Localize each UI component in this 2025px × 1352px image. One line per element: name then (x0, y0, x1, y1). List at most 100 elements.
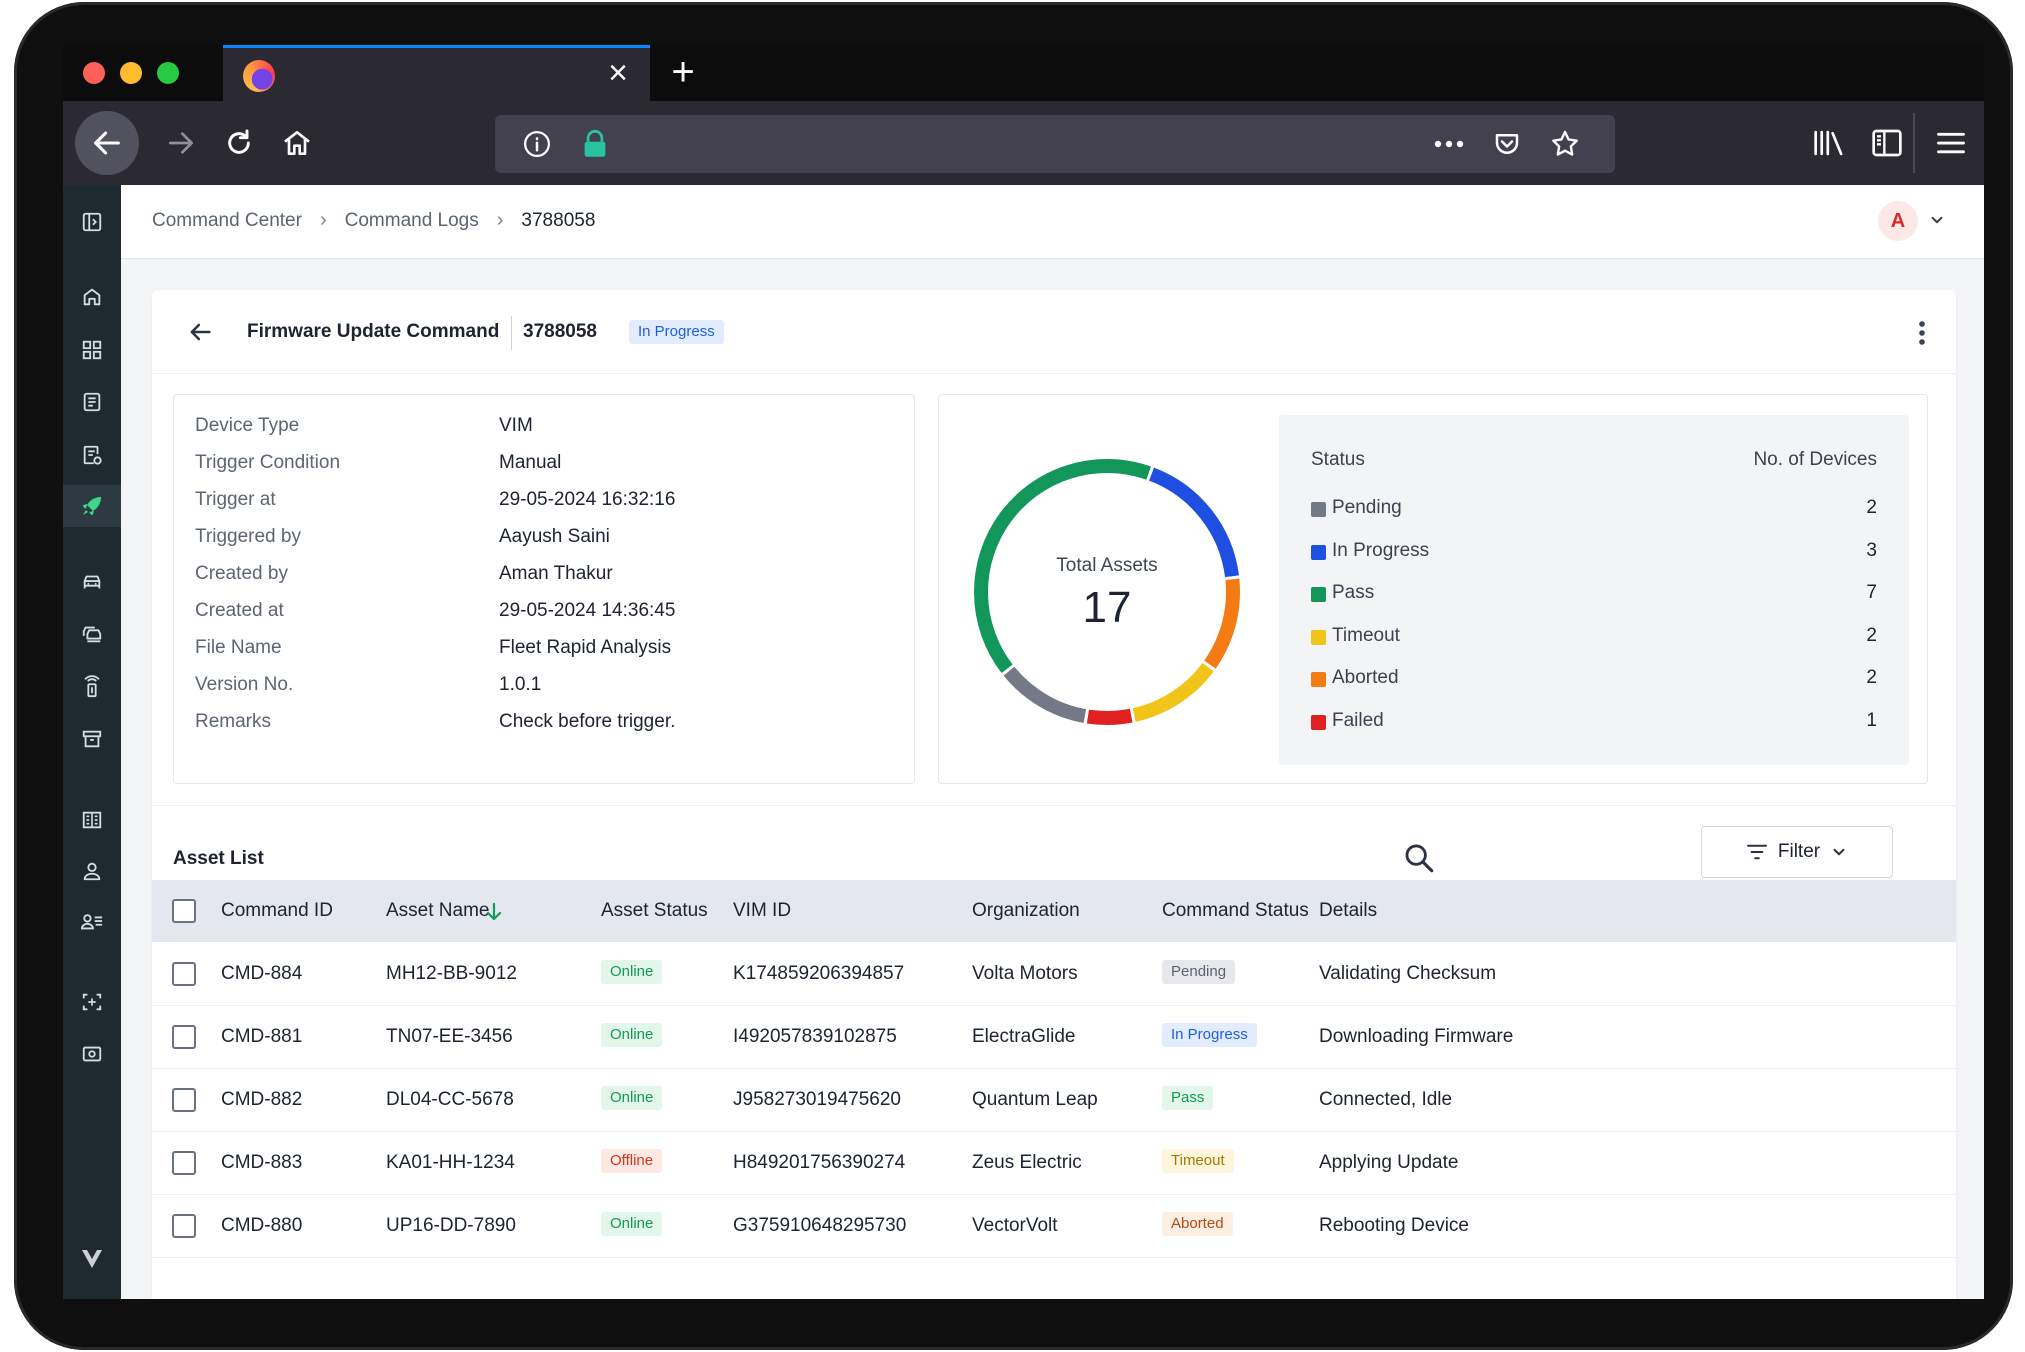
legend-row: Pass 7 (1311, 582, 1877, 608)
library-button[interactable] (1797, 111, 1861, 175)
table-row[interactable]: CMD-884 MH12-BB-9012 Online K17485920639485… (152, 943, 1956, 1006)
tab-close-button[interactable]: × (608, 54, 628, 92)
table-row[interactable]: CMD-881 TN07-EE-3456 Online I49205783910287… (152, 1006, 1956, 1069)
row-checkbox[interactable] (172, 1025, 196, 1049)
minimize-window-button[interactable] (120, 62, 142, 84)
reports-icon[interactable] (63, 381, 121, 423)
cell-vim-id: I492057839102875 (733, 1026, 897, 1047)
detail-value: Aayush Saini (499, 526, 610, 547)
close-window-button[interactable] (83, 62, 105, 84)
cell-vim-id: K174859206394857 (733, 963, 905, 984)
menu-button[interactable] (1919, 111, 1983, 175)
column-header[interactable]: Asset Status (601, 900, 708, 921)
info-icon[interactable] (521, 128, 553, 160)
home-icon[interactable] (63, 276, 121, 318)
breadcrumb-command-logs[interactable]: Command Logs (344, 209, 479, 231)
cell-asset-name: DL04-CC-5678 (386, 1089, 514, 1110)
column-header[interactable]: Command Status (1162, 900, 1309, 921)
building-icon[interactable] (63, 799, 121, 841)
device-icon[interactable] (63, 1033, 121, 1075)
section-divider (152, 805, 1956, 806)
table-row[interactable]: CMD-880 UP16-DD-7890 Online G37591064829573… (152, 1195, 1956, 1258)
column-header[interactable]: Organization (972, 900, 1080, 921)
detail-label: Created by (195, 563, 288, 584)
status-donut-chart (974, 459, 1240, 725)
more-options-icon[interactable] (1918, 320, 1926, 346)
bookmark-star-icon[interactable] (1549, 128, 1581, 160)
command-status-badge: In Progress (1162, 1023, 1257, 1047)
cell-asset-name: UP16-DD-7890 (386, 1215, 516, 1236)
legend-row: Aborted 2 (1311, 667, 1877, 693)
user-list-icon[interactable] (63, 901, 121, 943)
tab-strip: × + (63, 45, 1984, 101)
asset-status-badge: Offline (601, 1149, 663, 1173)
filter-button[interactable]: Filter (1701, 826, 1893, 878)
lock-icon[interactable] (579, 128, 611, 160)
command-status-badge: Pending (1162, 960, 1236, 984)
asset-status-badge: Online (601, 1086, 663, 1110)
sidebar-button[interactable] (1855, 111, 1919, 175)
chevron-down-icon (1833, 848, 1845, 856)
command-details-panel: Device Type VIM Trigger Condition Manual T… (173, 394, 915, 784)
donut-segment-timeout (1132, 662, 1214, 722)
legend-device-count: 1 (1866, 709, 1877, 731)
column-header[interactable]: Details (1319, 900, 1378, 921)
command-logs-icon[interactable] (63, 434, 121, 476)
vehicle-icon[interactable] (63, 561, 121, 603)
home-button[interactable] (265, 111, 329, 175)
archive-icon[interactable] (63, 718, 121, 760)
search-icon[interactable] (1402, 841, 1436, 875)
avatar[interactable]: A (1878, 201, 1918, 241)
legend-swatch (1311, 672, 1326, 687)
panel-toggle-icon[interactable] (63, 201, 121, 243)
row-checkbox[interactable] (172, 1214, 196, 1238)
cell-command-id: CMD-884 (221, 963, 303, 984)
row-checkbox[interactable] (172, 962, 196, 986)
column-header[interactable]: VIM ID (733, 900, 792, 921)
browser-tab[interactable]: × (223, 45, 650, 101)
select-all-checkbox[interactable] (172, 899, 196, 923)
column-header[interactable]: Command ID (221, 900, 333, 921)
chevron-down-icon[interactable] (1928, 211, 1946, 229)
donut-segment-aborted (1204, 578, 1240, 669)
rocket-icon[interactable] (63, 485, 121, 527)
donut-segment-in-progress (1148, 467, 1239, 578)
column-header[interactable]: Asset Name (386, 900, 490, 921)
scan-icon[interactable] (63, 981, 121, 1023)
sidebar-icon (1872, 129, 1902, 157)
fleet-icon[interactable] (63, 613, 121, 655)
maximize-window-button[interactable] (157, 62, 179, 84)
asset-status-badge: Online (601, 960, 663, 984)
cell-details: Applying Update (1319, 1152, 1459, 1173)
dashboard-icon[interactable] (63, 329, 121, 371)
row-checkbox[interactable] (172, 1088, 196, 1112)
user-icon[interactable] (63, 850, 121, 892)
forward-button[interactable] (149, 111, 213, 175)
detail-label: Triggered by (195, 526, 301, 547)
detail-value: VIM (499, 415, 533, 436)
new-tab-button[interactable]: + (671, 50, 695, 94)
back-button[interactable] (75, 111, 139, 175)
sort-descending-icon[interactable] (486, 902, 502, 922)
cell-organization: Zeus Electric (972, 1152, 1082, 1173)
command-title: Firmware Update Command (247, 321, 500, 342)
cell-organization: ElectraGlide (972, 1026, 1076, 1047)
cell-command-id: CMD-881 (221, 1026, 303, 1047)
table-row[interactable]: CMD-883 KA01-HH-1234 Offline H8492017563902… (152, 1132, 1956, 1195)
row-checkbox[interactable] (172, 1151, 196, 1175)
cell-organization: Quantum Leap (972, 1089, 1098, 1110)
table-row[interactable]: CMD-882 DL04-CC-5678 Online J95827301947562… (152, 1069, 1956, 1132)
url-bar[interactable] (495, 115, 1615, 173)
charger-icon[interactable] (63, 666, 121, 708)
command-status-badge: Pass (1162, 1086, 1214, 1110)
cell-details: Connected, Idle (1319, 1089, 1453, 1110)
reload-button[interactable] (207, 111, 271, 175)
back-arrow-icon[interactable] (186, 318, 214, 346)
legend-device-count: 2 (1866, 624, 1877, 646)
arrow-left-icon (94, 131, 120, 155)
breadcrumb-command-center[interactable]: Command Center (152, 209, 302, 231)
more-actions-icon[interactable] (1433, 128, 1465, 160)
browser-window: × + (63, 45, 1984, 1299)
legend-row: Pending 2 (1311, 497, 1877, 523)
pocket-icon[interactable] (1491, 128, 1523, 160)
